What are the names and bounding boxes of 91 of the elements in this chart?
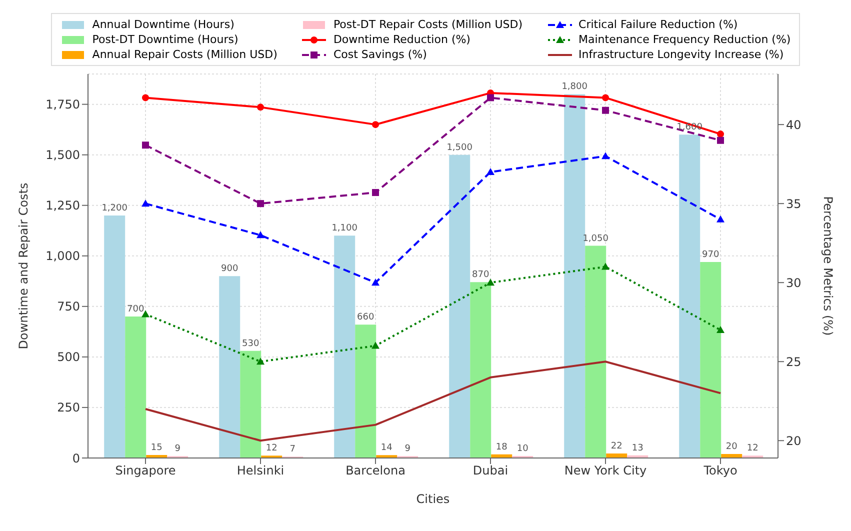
point (486, 168, 494, 175)
x-axis-title: Cities (416, 492, 450, 506)
point (372, 189, 379, 196)
bar (334, 236, 356, 458)
legend-label: Downtime Reduction (%) (333, 33, 470, 46)
y2-tick-label: 40 (786, 118, 802, 132)
x-tick-label: New York City (564, 464, 647, 478)
point (256, 358, 264, 365)
data-label: 18 (496, 442, 508, 452)
line-series (144, 360, 722, 442)
point (717, 130, 724, 138)
point (602, 106, 609, 114)
legend-label: Cost Savings (%) (333, 48, 427, 61)
bar (700, 262, 722, 458)
point (372, 342, 380, 349)
data-label: 20 (726, 442, 738, 452)
data-label: 1,800 (562, 82, 588, 92)
point (602, 94, 609, 102)
point (602, 262, 610, 270)
y-tick-label: 1,250 (46, 198, 80, 213)
legend-label: Infrastructure Longevity Increase (%) (578, 48, 784, 61)
y-tick-label: 1,500 (46, 148, 80, 162)
point (716, 326, 724, 333)
y-tick-label: 250 (57, 400, 80, 415)
bar (564, 94, 586, 458)
y-tick-label: 500 (57, 350, 80, 364)
point (142, 94, 149, 102)
data-label: 7 (290, 444, 296, 455)
data-label: 530 (242, 338, 260, 349)
data-label: 10 (516, 444, 529, 454)
bar (355, 324, 376, 458)
data-label: 660 (357, 312, 374, 323)
y-tick-label: 1,000 (46, 249, 80, 264)
bar (219, 276, 240, 458)
legend-label: Post-DT Repair Costs (Million USD) (333, 18, 523, 31)
bar (679, 134, 700, 458)
point (716, 215, 724, 222)
point (602, 152, 610, 160)
data-label: 870 (472, 270, 490, 280)
bar (606, 454, 628, 458)
data-label: 13 (632, 443, 644, 454)
data-label: 900 (221, 264, 238, 274)
y-axis-title: Downtime and Repair Costs (16, 182, 30, 350)
y2-tick-label: 20 (786, 434, 802, 448)
bar (104, 215, 126, 458)
point (717, 136, 724, 144)
y2-tick-label: 30 (786, 276, 802, 290)
point (142, 200, 150, 207)
data-label: 1,200 (102, 203, 128, 214)
x-tick-label: Barcelona (346, 464, 406, 478)
y2-tick-label: 35 (786, 196, 802, 211)
y2-axis-title: Percentage Metrics (%) (820, 196, 835, 336)
bar (125, 316, 146, 458)
point (257, 104, 264, 111)
y2-tick-label: 25 (786, 354, 802, 369)
point (372, 121, 379, 128)
x-tick-label: Dubai (472, 464, 508, 478)
data-label: 15 (150, 442, 162, 453)
data-label: 700 (127, 304, 144, 315)
bar (240, 350, 262, 458)
point (486, 278, 494, 286)
x-tick-label: Singapore (115, 464, 176, 478)
bar (470, 282, 492, 458)
bar (585, 246, 606, 458)
point (257, 200, 264, 208)
x-tick-label: Tokyo (702, 464, 738, 478)
data-label: 1,050 (582, 234, 609, 244)
x-tick-label: Helsinki (236, 464, 284, 478)
legend-label: Post-DT Downtime (Hours) (92, 33, 238, 46)
legend-label: Maintenance Frequency Reduction (%) (578, 33, 791, 46)
data-label: 14 (380, 443, 393, 454)
point (372, 278, 380, 286)
data-label: 9 (404, 444, 411, 454)
bar (449, 154, 470, 458)
legend-label: Annual Repair Costs (Million USD) (92, 48, 278, 61)
data-label: 9 (174, 444, 181, 454)
data-label: 1,100 (332, 224, 358, 234)
point (256, 231, 264, 238)
data-label: 1,500 (446, 142, 473, 153)
point (142, 310, 150, 318)
legend-label: Annual Downtime (Hours) (92, 18, 234, 31)
y-tick-label: 0 (72, 451, 80, 466)
y-tick-label: 1,750 (46, 98, 80, 112)
data-label: 22 (610, 442, 622, 452)
point (142, 142, 149, 149)
point (487, 94, 494, 102)
data-label: 970 (702, 250, 720, 260)
data-label: 12 (266, 444, 278, 454)
legend-label: Critical Failure Reduction (%) (578, 18, 738, 31)
y-tick-label: 750 (57, 300, 80, 314)
data-label: 12 (746, 444, 758, 454)
